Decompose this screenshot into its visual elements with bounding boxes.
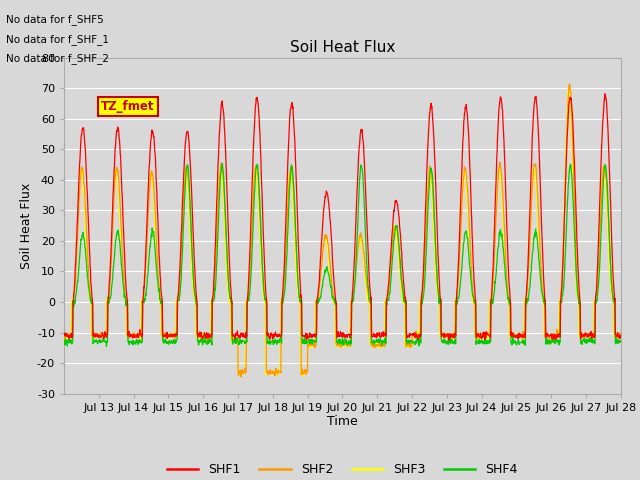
Text: TZ_fmet: TZ_fmet [101,100,155,113]
Title: Soil Heat Flux: Soil Heat Flux [290,40,395,55]
Legend: SHF1, SHF2, SHF3, SHF4: SHF1, SHF2, SHF3, SHF4 [162,458,523,480]
Text: No data for f_SHF_1: No data for f_SHF_1 [6,34,109,45]
Y-axis label: Soil Heat Flux: Soil Heat Flux [20,182,33,269]
X-axis label: Time: Time [327,415,358,429]
Text: No data for f_SHF_2: No data for f_SHF_2 [6,53,109,64]
Text: No data for f_SHF5: No data for f_SHF5 [6,14,104,25]
